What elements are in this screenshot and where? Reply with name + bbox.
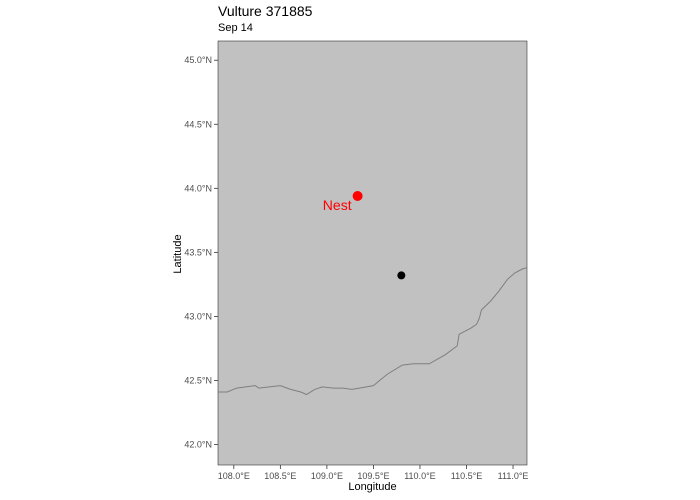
location-point bbox=[397, 271, 406, 280]
x-axis-ticks: 108.0°E 108.5°E 109.0°E 109.5°E 110.0°E 110.5… bbox=[218, 465, 529, 481]
x-tick-label: 109.5°E bbox=[357, 471, 389, 481]
y-tick-label: 43.5°N bbox=[184, 247, 212, 257]
x-tick-label: 111.0°E bbox=[498, 471, 529, 481]
y-axis-ticks: 42.0°N 42.5°N 43.0°N 43.5°N 44.0°N 44.5°N 45.0… bbox=[184, 55, 218, 450]
y-axis-title: Latitude bbox=[172, 234, 184, 273]
x-tick-label: 109.0°E bbox=[311, 471, 343, 481]
x-tick-label: 110.0°E bbox=[404, 471, 435, 481]
chart-title: Vulture 371885 bbox=[218, 3, 313, 19]
y-tick-label: 42.5°N bbox=[184, 375, 212, 385]
x-tick-label: 110.5°E bbox=[451, 471, 482, 481]
map-panel bbox=[217, 40, 528, 466]
nest-point bbox=[352, 190, 363, 201]
points-layer: Nest bbox=[323, 190, 406, 280]
state-boundary-line bbox=[218, 267, 528, 396]
y-tick-label: 43.0°N bbox=[184, 311, 212, 321]
y-tick-label: 42.0°N bbox=[184, 440, 212, 450]
y-tick-label: 44.0°N bbox=[184, 183, 212, 193]
x-axis-title: Longitude bbox=[348, 481, 396, 493]
y-tick-label: 44.5°N bbox=[184, 119, 212, 129]
y-tick-label: 45.0°N bbox=[184, 55, 212, 65]
x-tick-label: 108.5°E bbox=[264, 471, 296, 481]
nest-label: Nest bbox=[323, 197, 352, 213]
x-tick-label: 108.0°E bbox=[218, 471, 250, 481]
chart-subtitle: Sep 14 bbox=[218, 22, 253, 34]
